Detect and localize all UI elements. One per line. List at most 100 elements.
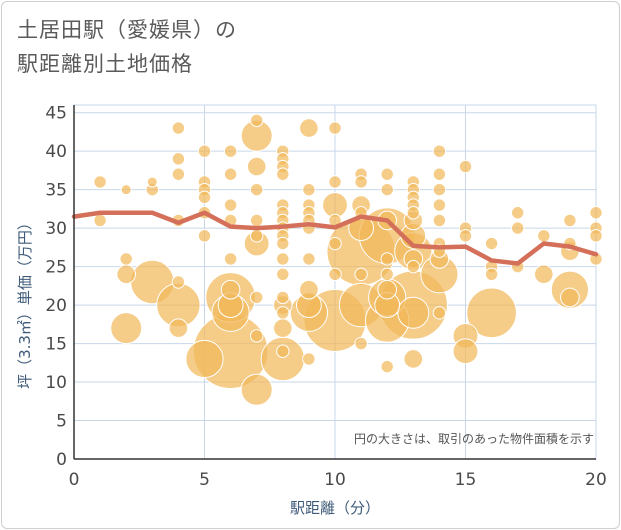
bubble-point (380, 252, 394, 266)
bubble-point (299, 118, 319, 138)
x-tick-label: 20 (585, 470, 607, 490)
bubble-point (563, 213, 577, 228)
bubble-point (168, 318, 189, 338)
chart-title-line-1: 土居田駅（愛媛県）の (17, 18, 237, 42)
bubble-point (146, 176, 158, 188)
bubble-point (537, 229, 551, 243)
bubble-point (220, 279, 241, 300)
bubble-point (197, 229, 212, 243)
bubble-point (276, 167, 290, 181)
bubble-point (223, 252, 238, 266)
bubble-point (432, 167, 447, 181)
bubble-point (250, 113, 264, 128)
y-tick-label: 20 (45, 296, 67, 316)
bubble-point (110, 312, 143, 345)
bubble-point (432, 306, 447, 320)
bubble-point (185, 339, 224, 379)
bubble-point (276, 267, 290, 282)
y-tick-label: 5 (56, 412, 67, 432)
tick-labels: 0 5 10 15 20 0 5 10 15 20 25 30 35 40 45 (45, 104, 606, 490)
y-tick-label: 0 (56, 450, 67, 470)
bubble-point (466, 287, 517, 339)
bubble-point (223, 198, 238, 212)
bubble-point (328, 121, 342, 135)
bubble-point (328, 236, 342, 251)
x-tick-label: 0 (69, 470, 80, 490)
bubble-point (354, 267, 368, 282)
bubble-point (276, 306, 290, 320)
y-tick-label: 15 (45, 335, 67, 355)
bubble-point (380, 267, 394, 282)
bubble-point (328, 267, 342, 282)
bubble-point (377, 279, 398, 300)
bubble-point (354, 336, 368, 351)
bubble-point (276, 344, 290, 358)
bubble-point (380, 359, 394, 374)
bubble-point (302, 252, 316, 266)
bubble-point (432, 182, 447, 197)
bubble-point (171, 152, 186, 166)
y-tick-label: 40 (45, 142, 67, 162)
bubble-point (452, 338, 479, 365)
bubble-point (511, 206, 525, 220)
chart-title: 土居田駅（愛媛県）の 駅距離別土地価格 (17, 13, 237, 81)
y-tick-label: 10 (45, 373, 67, 393)
bubble-point (534, 264, 554, 285)
bubble-point (589, 206, 603, 220)
bubble-point (511, 221, 525, 235)
y-tick-label: 45 (45, 104, 67, 124)
bubble-point (250, 229, 264, 243)
bubble-point (197, 190, 212, 205)
bubble-point (354, 175, 368, 189)
bubble-point (120, 184, 132, 196)
bubble-point (380, 167, 394, 181)
bubble-point (197, 144, 212, 158)
trend-line (71, 210, 599, 266)
y-tick-label: 25 (45, 258, 67, 278)
bubble-point (589, 229, 603, 243)
bubble-point (380, 182, 394, 197)
bubble-point (171, 167, 186, 181)
bubble-point (406, 206, 420, 220)
bubble-point (322, 192, 348, 218)
y-axis-title: 坪（3.3㎡）単価（万円） (16, 215, 34, 389)
bubble-point (93, 213, 107, 228)
bubble-point (119, 252, 133, 266)
bubble-point (302, 182, 316, 197)
bubble-point (458, 229, 473, 243)
bubble-point (484, 267, 499, 282)
bubble-point (458, 159, 473, 174)
bubble-point (432, 144, 447, 158)
bubble-point (246, 156, 267, 177)
x-tick-label: 10 (324, 470, 346, 490)
y-tick-label: 30 (45, 219, 67, 239)
bubble-point (250, 182, 264, 197)
bubble-point (484, 236, 499, 251)
bubble-point (223, 144, 238, 158)
bubble-point (406, 259, 420, 274)
bubble-point (397, 296, 430, 329)
bubble-point (240, 373, 273, 406)
bubble-point (432, 198, 447, 212)
bubble-point (276, 290, 290, 305)
x-axis-title: 駅距離（分） (290, 499, 380, 517)
y-tick-label: 35 (45, 181, 67, 201)
bubble-point (403, 349, 424, 369)
axes (73, 105, 596, 460)
x-tick-label: 5 (199, 470, 210, 490)
bubble-point (171, 121, 186, 135)
bubble-point (116, 264, 136, 285)
trend-series (71, 210, 599, 266)
bubble-point (302, 352, 316, 366)
bubble-point (276, 236, 290, 251)
chart-title-line-2: 駅距離別土地価格 (17, 52, 193, 76)
bubble-point (250, 329, 264, 343)
bubble-point (432, 213, 447, 228)
bubble-point (276, 252, 290, 266)
bubble-point (171, 275, 186, 289)
bubble-point (250, 290, 264, 305)
bubble-point (250, 213, 264, 228)
bubble-point (223, 167, 238, 181)
bubble-point (260, 336, 305, 382)
